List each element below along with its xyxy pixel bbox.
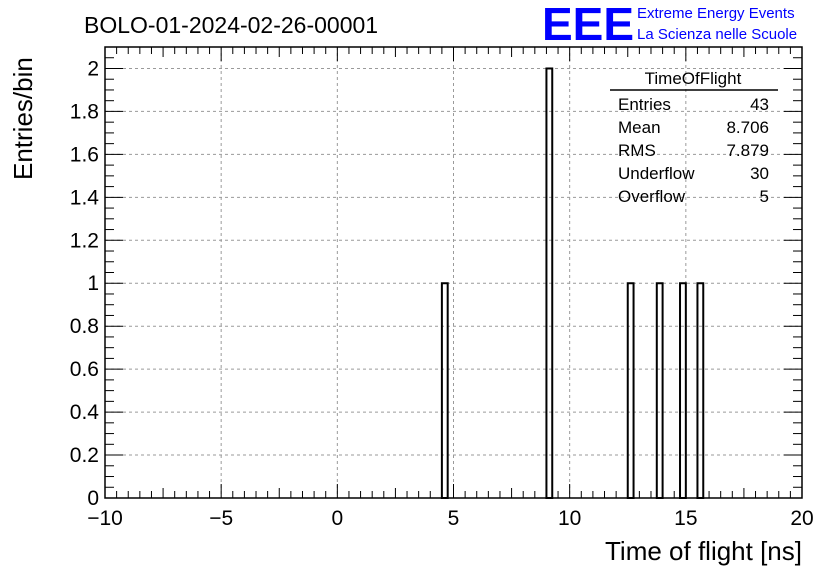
stats-row-label: Underflow	[618, 164, 695, 183]
y-tick-label: 0.2	[70, 444, 99, 467]
y-axis-label: Entries/bin	[8, 57, 38, 180]
stats-row-value: 5	[760, 187, 769, 206]
x-tick-label: 15	[674, 507, 697, 530]
stats-row-value: 8.706	[726, 118, 769, 137]
stats-box-title: TimeOfFlight	[645, 69, 742, 88]
stats-row-value: 43	[750, 95, 769, 114]
y-tick-label: 0	[87, 487, 99, 510]
y-tick-label: 0.8	[70, 315, 99, 338]
x-tick-label: −10	[87, 507, 123, 530]
stats-row-mean: Mean 8.706	[618, 118, 769, 137]
x-tick-label: 5	[448, 507, 460, 530]
y-tick-label: 0.6	[70, 358, 99, 381]
stats-row-label: RMS	[618, 141, 656, 160]
stats-row-value: 7.879	[726, 141, 769, 160]
x-tick-label: −5	[209, 507, 233, 530]
stats-box: TimeOfFlight Entries 43 Mean 8.706 RMS 7…	[610, 69, 778, 206]
eee-logo-line1: Extreme Energy Events	[637, 5, 795, 22]
y-tick-label: 1.2	[70, 229, 99, 252]
x-axis-label: Time of flight [ns]	[605, 536, 802, 566]
y-tick-label: 1.6	[70, 143, 99, 166]
stats-row-label: Mean	[618, 118, 661, 137]
x-tick-label: 10	[558, 507, 581, 530]
y-tick-label: 0.4	[70, 401, 100, 424]
x-tick-label: 20	[790, 507, 813, 530]
stats-row-rms: RMS 7.879	[618, 141, 769, 160]
stats-row-value: 30	[750, 164, 769, 183]
axis-ticks	[104, 46, 803, 499]
y-tick-label: 2	[87, 57, 99, 80]
y-tick-label: 1.8	[70, 100, 99, 123]
y-tick-labels: 0 0.2 0.4 0.6 0.8 1 1.2 1.4 1.6 1.8 2	[70, 57, 100, 510]
eee-logo-mark: EEE	[542, 0, 634, 50]
stats-row-overflow: Overflow 5	[618, 187, 769, 206]
stats-row-entries: Entries 43	[618, 95, 769, 114]
y-tick-label: 1	[87, 272, 99, 295]
grid-lines	[105, 47, 802, 498]
y-tick-label: 1.4	[70, 186, 100, 209]
x-tick-label: 0	[331, 507, 343, 530]
stats-row-underflow: Underflow 30	[618, 164, 769, 183]
stats-row-label: Overflow	[618, 187, 686, 206]
chart-title: BOLO-01-2024-02-26-00001	[84, 12, 378, 38]
eee-logo-line2: La Scienza nelle Scuole	[637, 26, 797, 43]
eee-logo: EEE Extreme Energy Events La Scienza nel…	[542, 0, 797, 50]
x-tick-labels: −10 −5 0 5 10 15 20	[87, 507, 813, 530]
stats-row-label: Entries	[618, 95, 671, 114]
